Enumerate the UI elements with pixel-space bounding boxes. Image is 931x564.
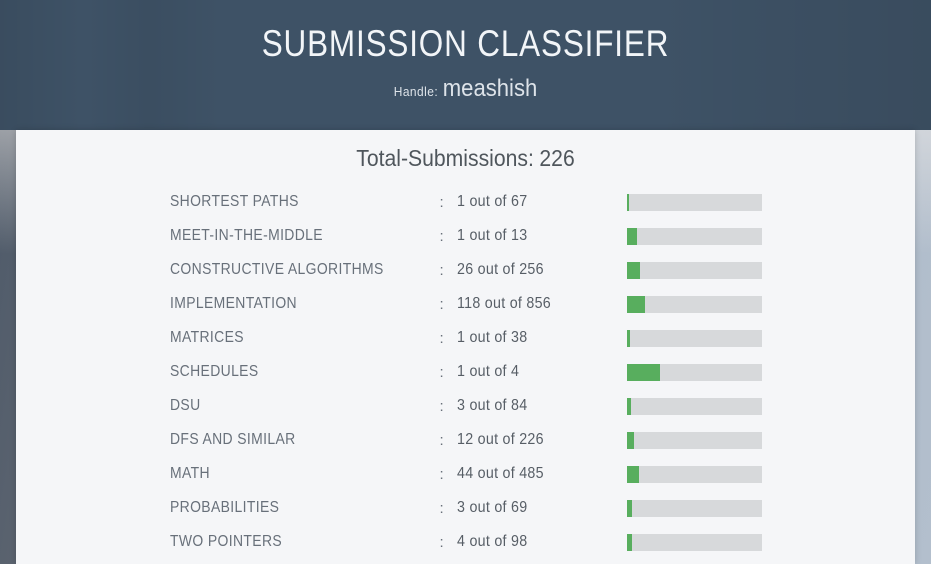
progress-fill [626, 431, 634, 449]
submission-count: 44 out of 485 [456, 465, 544, 482]
progress-fill [626, 227, 637, 245]
progress-bar [626, 295, 762, 313]
submission-count: 1 out of 13 [456, 227, 527, 244]
progress-fill [626, 363, 661, 381]
colon-separator: : [439, 261, 444, 279]
category-label: MATRICES [169, 329, 244, 346]
progress-fill [626, 261, 641, 279]
submission-row: SHORTEST PATHS : 1 out of 67 [170, 185, 762, 219]
app-header: SUBMISSION CLASSIFIER Handle: meashish [0, 0, 931, 130]
progress-bar [626, 397, 762, 415]
colon-separator: : [439, 329, 444, 347]
category-label: DFS AND SIMILAR [169, 431, 296, 448]
category-label: SCHEDULES [169, 363, 259, 380]
submission-count: 1 out of 67 [456, 193, 527, 210]
progress-fill [626, 533, 632, 551]
submission-count: 12 out of 226 [456, 431, 544, 448]
submission-rows: SHORTEST PATHS : 1 out of 67 MEET-IN-THE… [170, 185, 762, 559]
submission-count: 26 out of 256 [456, 261, 544, 278]
progress-bar [626, 261, 762, 279]
submission-count: 3 out of 69 [456, 499, 527, 516]
submission-count: 4 out of 98 [456, 533, 527, 550]
progress-fill [626, 193, 629, 211]
category-label: DSU [169, 397, 201, 414]
submission-count: 118 out of 856 [456, 295, 551, 312]
handle-line: Handle: meashish [37, 75, 894, 103]
colon-separator: : [439, 193, 444, 211]
content-card: Total-Submissions: 226 SHORTEST PATHS : 1… [16, 130, 915, 564]
category-label: MEET-IN-THE-MIDDLE [169, 227, 323, 244]
progress-bar [626, 227, 762, 245]
category-label: TWO POINTERS [169, 533, 282, 550]
submission-row: DSU : 3 out of 84 [170, 389, 762, 423]
colon-separator: : [439, 465, 444, 483]
progress-fill [626, 329, 631, 347]
colon-separator: : [439, 227, 444, 245]
handle-label: Handle: [393, 84, 439, 99]
progress-bar [626, 431, 762, 449]
category-label: CONSTRUCTIVE ALGORITHMS [169, 261, 384, 278]
colon-separator: : [439, 363, 444, 381]
progress-bar [626, 329, 762, 347]
progress-fill [626, 499, 633, 517]
progress-fill [626, 465, 639, 483]
submission-row: MATRICES : 1 out of 38 [170, 321, 762, 355]
submission-row: TWO POINTERS : 4 out of 98 [170, 525, 762, 559]
category-label: MATH [169, 465, 210, 482]
handle-value: meashish [442, 75, 538, 102]
category-label: PROBABILITIES [169, 499, 279, 516]
submission-row: MEET-IN-THE-MIDDLE : 1 out of 13 [170, 219, 762, 253]
submission-row: MATH : 44 out of 485 [170, 457, 762, 491]
submission-row: DFS AND SIMILAR : 12 out of 226 [170, 423, 762, 457]
progress-bar [626, 499, 762, 517]
progress-bar [626, 193, 762, 211]
total-submissions-label: Total-Submissions: [356, 145, 534, 171]
total-submissions-value: 226 [539, 145, 575, 171]
category-label: SHORTEST PATHS [169, 193, 299, 210]
progress-fill [626, 397, 632, 415]
submission-row: PROBABILITIES : 3 out of 69 [170, 491, 762, 525]
submission-count: 1 out of 4 [456, 363, 519, 380]
submission-row: SCHEDULES : 1 out of 4 [170, 355, 762, 389]
submission-count: 1 out of 38 [456, 329, 527, 346]
page-title: SUBMISSION CLASSIFIER [261, 23, 670, 64]
progress-bar [626, 363, 762, 381]
colon-separator: : [439, 499, 444, 517]
colon-separator: : [439, 533, 444, 551]
category-label: IMPLEMENTATION [169, 295, 297, 312]
submission-count: 3 out of 84 [456, 397, 527, 414]
submission-row: IMPLEMENTATION : 118 out of 856 [170, 287, 762, 321]
progress-bar [626, 533, 762, 551]
colon-separator: : [439, 397, 444, 415]
submission-row: CONSTRUCTIVE ALGORITHMS : 26 out of 256 [170, 253, 762, 287]
progress-fill [626, 295, 646, 313]
colon-separator: : [439, 431, 444, 449]
progress-bar [626, 465, 762, 483]
total-submissions: Total-Submissions: 226 [52, 145, 879, 172]
colon-separator: : [439, 295, 444, 313]
